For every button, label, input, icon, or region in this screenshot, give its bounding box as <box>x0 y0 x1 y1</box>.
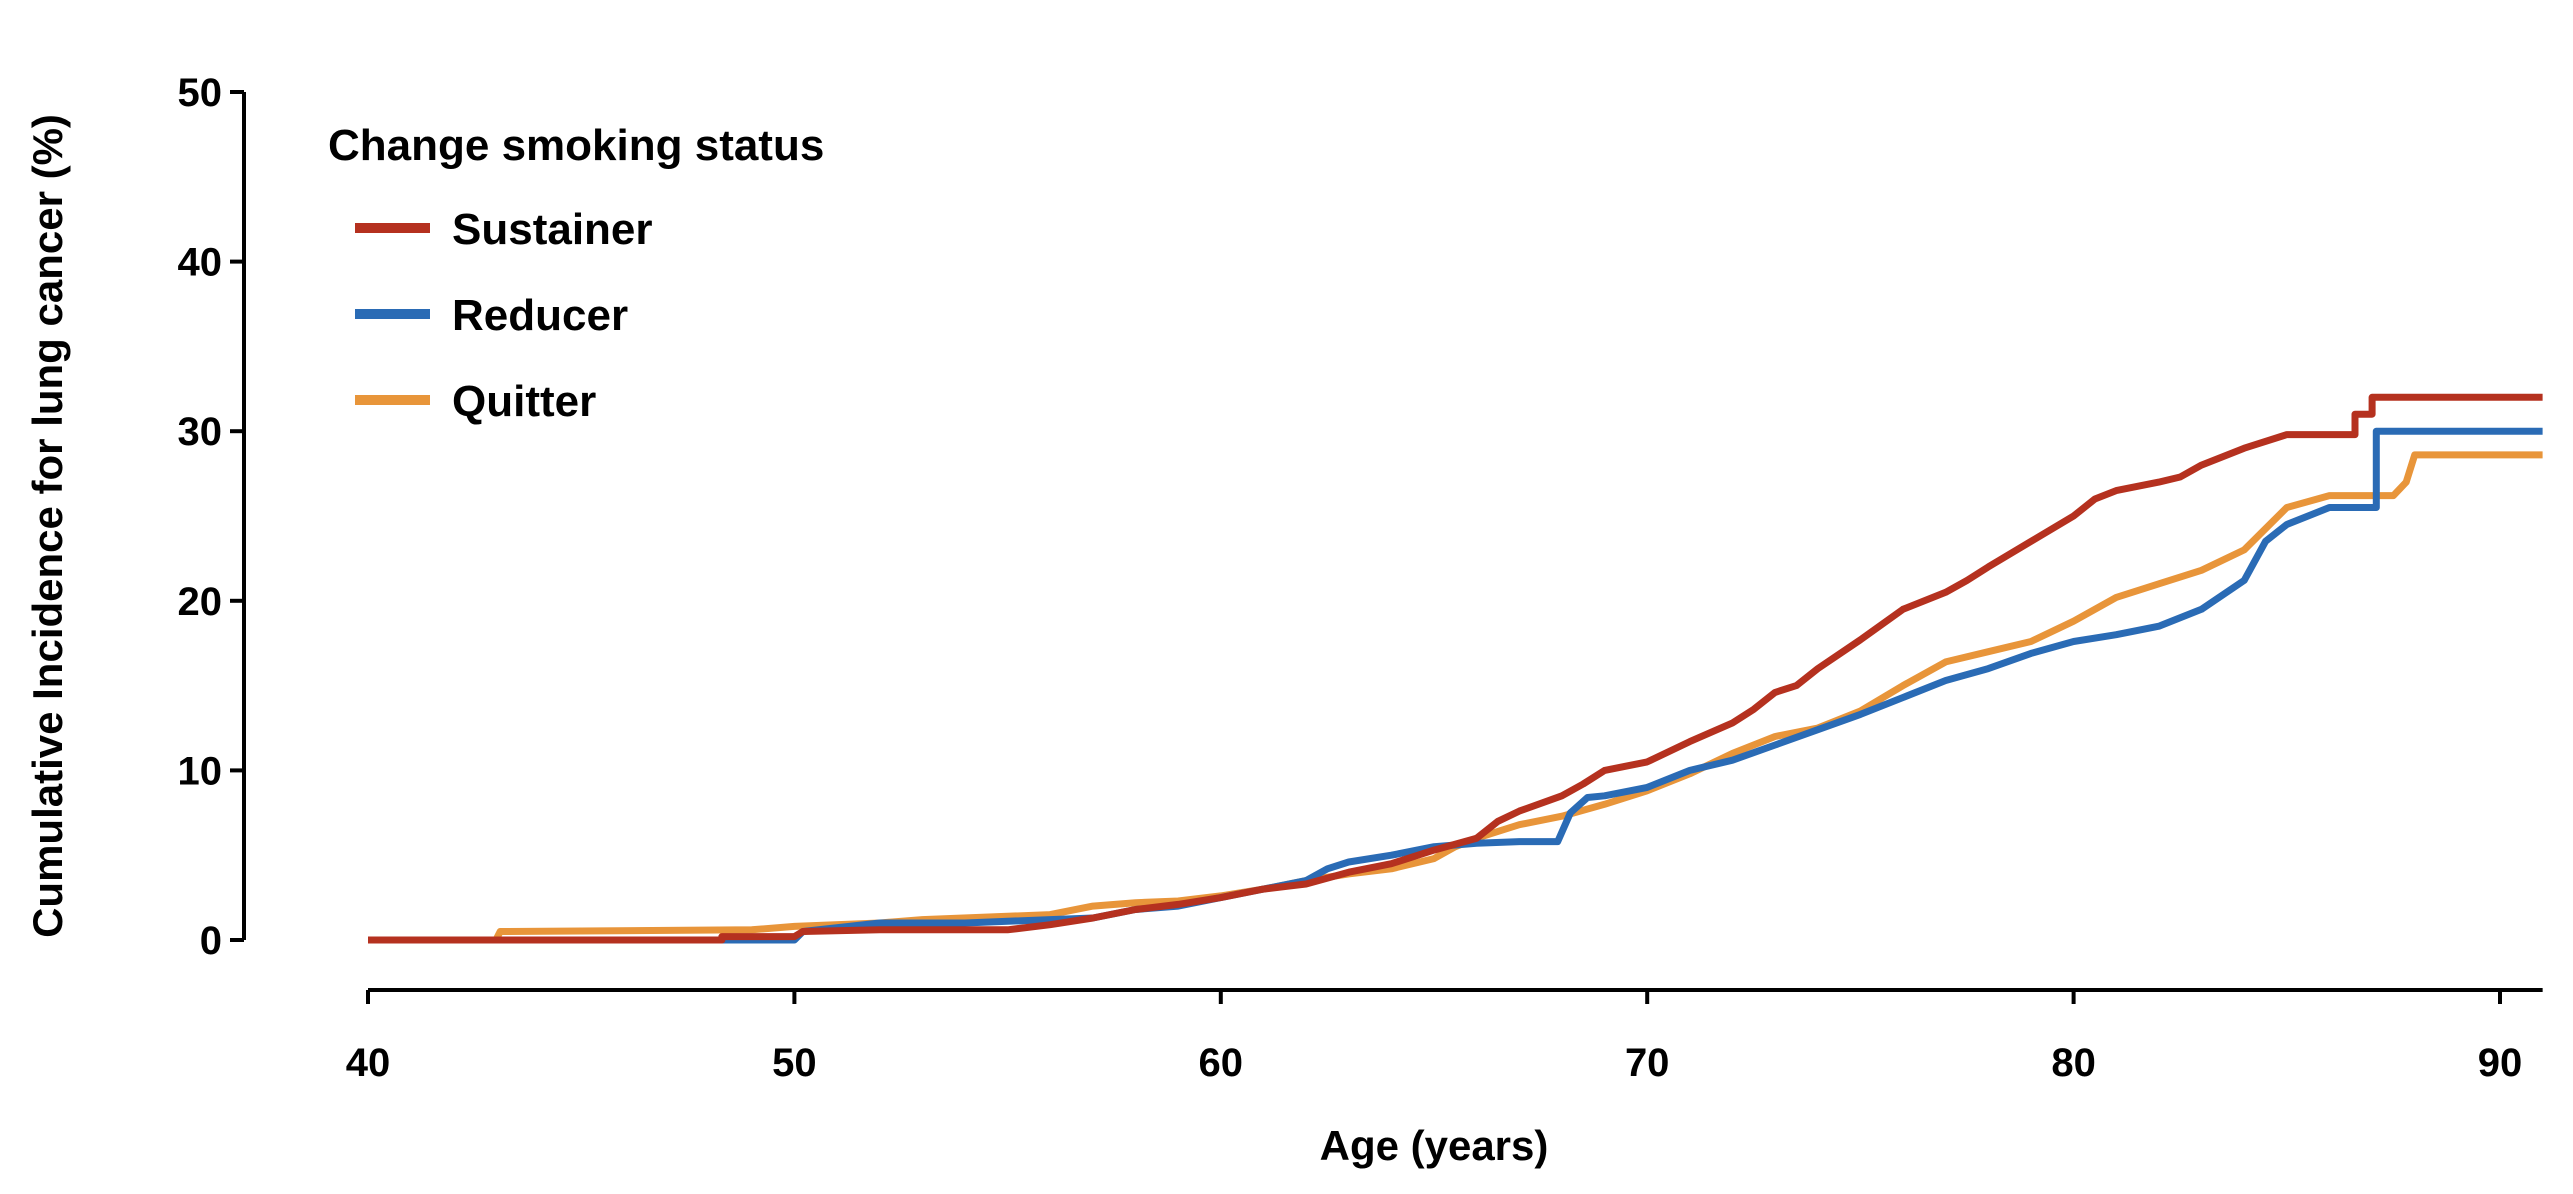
legend-title: Change smoking status <box>328 121 824 170</box>
y-tick-label: 30 <box>178 410 223 454</box>
y-tick-label: 40 <box>178 241 223 285</box>
x-tick-label: 60 <box>1199 1041 1244 1085</box>
x-tick-label: 70 <box>1625 1041 1670 1085</box>
x-tick-label: 90 <box>2478 1041 2523 1085</box>
y-tick-label: 0 <box>200 919 222 963</box>
y-tick-label: 10 <box>178 749 223 793</box>
y-tick-label: 50 <box>178 71 223 115</box>
x-axis-title: Age (years) <box>1320 1122 1549 1169</box>
legend-label-sustainer: Sustainer <box>452 205 653 254</box>
x-ticks: 40 50 60 70 80 90 <box>346 990 2523 1085</box>
x-tick-label: 50 <box>772 1041 817 1085</box>
legend-label-reducer: Reducer <box>452 291 628 340</box>
series-lines <box>368 393 2543 944</box>
series-line-reducer <box>368 427 2543 944</box>
legend: Change smoking status Sustainer Reducer Qu… <box>328 121 824 426</box>
y-axis-title: Cumulative Incidence for lung cancer (%) <box>24 114 71 938</box>
series-line-quitter <box>368 451 2543 944</box>
y-ticks: 0 10 20 30 40 50 <box>178 71 244 963</box>
y-tick-label: 20 <box>178 580 223 624</box>
series-line-sustainer <box>368 393 2543 944</box>
axes: 40 50 60 70 80 90 0 10 20 30 40 50 <box>178 71 2543 1085</box>
legend-label-quitter: Quitter <box>452 377 596 426</box>
legend-items: Sustainer Reducer Quitter <box>355 205 653 426</box>
x-tick-label: 80 <box>2051 1041 2096 1085</box>
x-tick-label: 40 <box>346 1041 391 1085</box>
